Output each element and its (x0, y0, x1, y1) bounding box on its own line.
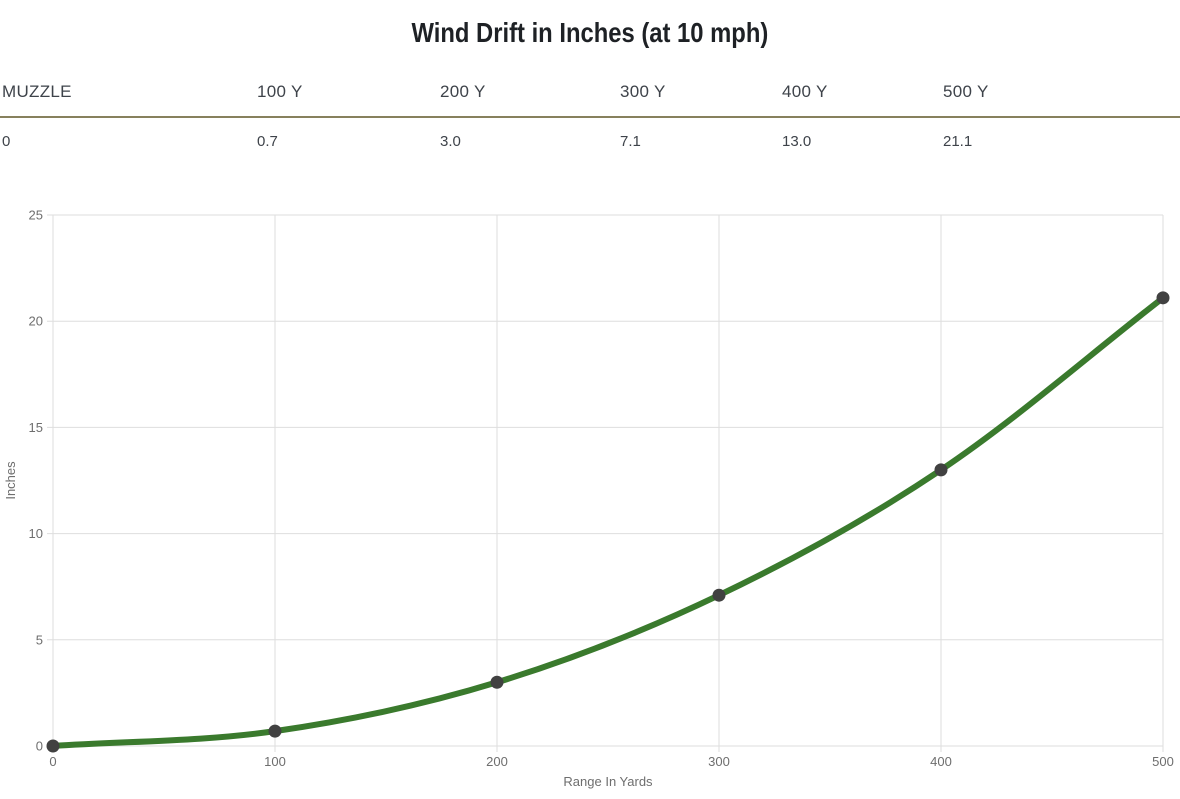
table-header-cell: 500 Y (943, 82, 989, 101)
data-point[interactable] (490, 675, 504, 689)
x-tick-label: 100 (264, 754, 286, 769)
page-title-text: Wind Drift in Inches (at 10 mph) (411, 16, 769, 48)
table-value-cell: 3.0 (440, 133, 461, 150)
data-point[interactable] (1156, 291, 1170, 305)
table-header-cell: 100 Y (257, 82, 303, 101)
table-header-cell: 300 Y (620, 82, 666, 101)
page-title: Wind Drift in Inches (at 10 mph) (0, 16, 1180, 50)
ballistics-table: MUZZLE 100 Y 200 Y 300 Y 400 Y 500 Y 0 0.7 3.0 7… (0, 82, 1180, 150)
y-tick-label: 15 (29, 420, 43, 435)
data-point[interactable] (934, 463, 948, 477)
table-header-cell: MUZZLE (2, 82, 72, 101)
table-value-cell: 0 (2, 133, 11, 150)
y-tick-label: 5 (36, 632, 43, 647)
x-tick-label: 0 (49, 754, 56, 769)
data-point[interactable] (712, 588, 726, 602)
y-tick-label: 0 (36, 739, 43, 754)
y-axis-title: Inches (3, 461, 18, 500)
table-value-cell: 7.1 (620, 133, 641, 150)
table-value-row: 0 0.7 3.0 7.1 13.0 21.1 (0, 133, 1180, 150)
table-value-cell: 13.0 (782, 133, 812, 150)
y-tick-label: 25 (29, 208, 43, 223)
x-tick-label: 500 (1152, 754, 1174, 769)
table-value-cell: 0.7 (257, 133, 278, 150)
data-point[interactable] (46, 739, 60, 753)
table-header-row: MUZZLE 100 Y 200 Y 300 Y 400 Y 500 Y (0, 82, 1180, 118)
y-tick-label: 20 (29, 314, 43, 329)
x-tick-label: 200 (486, 754, 508, 769)
table-value-cell: 21.1 (943, 133, 973, 150)
data-point[interactable] (268, 724, 282, 738)
table-header-cell: 200 Y (440, 82, 486, 101)
drift-line-series (50, 294, 1166, 749)
x-axis-title: Range In Yards (563, 774, 653, 789)
chart-canvas[interactable]: 0 5 10 15 20 25 0 100 200 300 400 500 Range In Yards… (0, 186, 1180, 794)
table-header-cell: 400 Y (782, 82, 828, 101)
wind-drift-chart[interactable]: 0 5 10 15 20 25 0 100 200 300 400 500 Range In Yards… (0, 186, 1180, 794)
x-tick-label: 300 (708, 754, 730, 769)
y-tick-label: 10 (29, 526, 43, 541)
x-tick-label: 400 (930, 754, 952, 769)
